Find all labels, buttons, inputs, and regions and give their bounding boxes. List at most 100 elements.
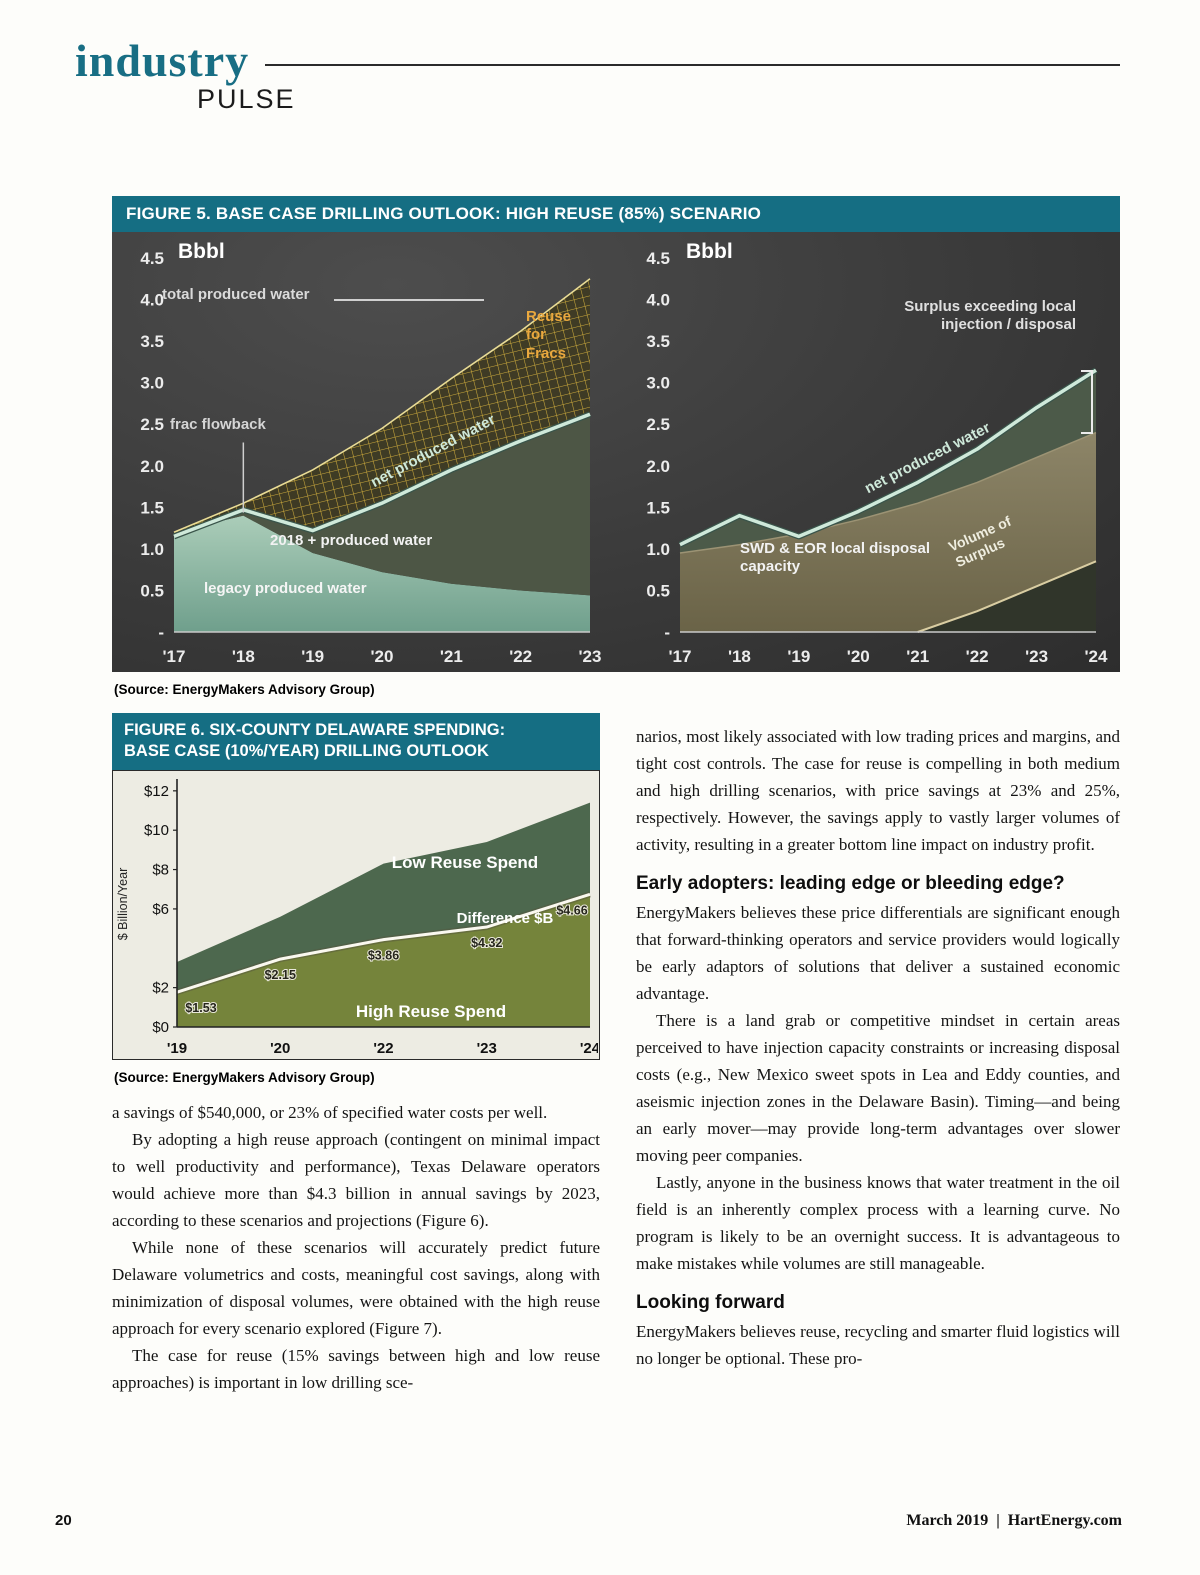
fig6-chart: $1.53 $2.15 $3.86 $4.32 $4.66 Low Reuse Spend…: [116, 778, 598, 1057]
svg-text:'23: '23: [579, 647, 602, 666]
masthead-subtitle: PULSE: [197, 84, 296, 114]
svg-text:'21: '21: [440, 647, 463, 666]
svg-text:1.0: 1.0: [140, 540, 164, 559]
anno-frac-flowback: frac flowback: [170, 416, 266, 433]
figure5: FIGURE 5. BASE CASE DRILLING OUTLOOK: HI…: [112, 196, 1120, 672]
svg-text:'17: '17: [669, 647, 692, 666]
svg-text:$2: $2: [152, 980, 169, 997]
svg-text:4.0: 4.0: [140, 291, 164, 310]
masthead-rule: [265, 64, 1120, 66]
figure6-source: (Source: EnergyMakers Advisory Group): [114, 1069, 375, 1085]
paragraph-right-1: narios, most likely associated with low …: [636, 727, 1120, 854]
total-produced-water-pointer-line: [334, 299, 484, 301]
fig5-right-chart: 4.5 4.0 3.5 3.0 2.5 2.0 1.5 1.0 0.5 - '17 '18 '19 '20…: [646, 249, 1108, 666]
svg-text:'17: '17: [163, 647, 186, 666]
svg-text:1.0: 1.0: [646, 540, 670, 559]
fig5-left-panel: 4.5 4.0 3.5 3.0 2.5 2.0 1.5 1.0 0.5 - '17 '18 '19 '20…: [122, 236, 604, 668]
svg-text:3.0: 3.0: [646, 374, 670, 393]
subheading-early-adopters: Early adopters: leading edge or bleeding…: [636, 873, 1065, 894]
svg-text:'22: '22: [509, 647, 532, 666]
svg-text:0.5: 0.5: [140, 581, 164, 600]
paragraph-left-4: The case for reuse (15% savings between …: [112, 1345, 600, 1392]
svg-text:2.5: 2.5: [646, 415, 670, 434]
fig5-right-panel: 4.5 4.0 3.5 3.0 2.5 2.0 1.5 1.0 0.5 - '17 '18 '19 '20…: [628, 236, 1110, 668]
fig5-left-chart: 4.5 4.0 3.5 3.0 2.5 2.0 1.5 1.0 0.5 - '17 '18 '19 '20…: [140, 249, 602, 666]
svg-text:'18: '18: [232, 647, 255, 666]
figure6-chart-area: $1.53 $2.15 $3.86 $4.32 $4.66 Low Reuse Spend…: [112, 769, 600, 1060]
svg-text:4.0: 4.0: [646, 291, 670, 310]
right-column: narios, most likely associated with low …: [636, 713, 1120, 1372]
svg-text:'20: '20: [270, 1040, 290, 1057]
svg-text:3.5: 3.5: [646, 332, 670, 351]
figure5-chart-area: 4.5 4.0 3.5 3.0 2.5 2.0 1.5 1.0 0.5 - '17 '18 '19 '20…: [112, 232, 1120, 672]
anno-swd-eor-capacity: SWD & EOR local disposal capacity: [740, 540, 931, 576]
masthead: industry PULSE: [75, 38, 1120, 115]
svg-text:'18: '18: [728, 647, 751, 666]
svg-text:Difference $B: Difference $B: [457, 910, 554, 927]
svg-text:'24: '24: [1085, 647, 1108, 666]
subheading-looking-forward: Looking forward: [636, 1292, 785, 1313]
svg-text:$2.15: $2.15: [265, 968, 296, 982]
anno-surplus-exceeding: Surplus exceeding local injection / disp…: [904, 298, 1076, 334]
figure6-title-line1: FIGURE 6. SIX-COUNTY DELAWARE SPENDING:: [124, 721, 506, 739]
svg-text:High Reuse Spend: High Reuse Spend: [356, 1002, 506, 1021]
svg-text:$4.32: $4.32: [471, 936, 502, 950]
svg-text:0.5: 0.5: [646, 581, 670, 600]
paragraph-left-2: By adopting a high reuse approach (conti…: [112, 1129, 600, 1230]
svg-text:2.5: 2.5: [140, 415, 164, 434]
paragraph-right-3: There is a land grab or competitive mind…: [636, 1011, 1120, 1165]
svg-text:'20: '20: [847, 647, 870, 666]
svg-text:$12: $12: [144, 783, 169, 800]
svg-text:3.0: 3.0: [140, 374, 164, 393]
svg-text:2.0: 2.0: [140, 457, 164, 476]
page-content: FIGURE 5. BASE CASE DRILLING OUTLOOK: HI…: [112, 196, 1120, 1396]
svg-text:$1.53: $1.53: [185, 1001, 216, 1015]
svg-text:'19: '19: [787, 647, 810, 666]
svg-text:-: -: [158, 623, 164, 642]
figure6: FIGURE 6. SIX-COUNTY DELAWARE SPENDING: …: [112, 713, 600, 1060]
svg-text:$ Billion/Year: $ Billion/Year: [116, 868, 130, 941]
svg-text:$0: $0: [152, 1019, 169, 1036]
anno-total-produced-water: total produced water: [162, 286, 310, 303]
svg-text:$6: $6: [152, 901, 169, 918]
figure6-title: FIGURE 6. SIX-COUNTY DELAWARE SPENDING: …: [112, 713, 600, 770]
footer-issue-and-site: March 2019 | HartEnergy.com: [906, 1512, 1122, 1529]
svg-text:$3.86: $3.86: [368, 948, 399, 962]
fig5-left-unit-label: Bbbl: [178, 240, 225, 263]
svg-text:$8: $8: [152, 861, 169, 878]
article-columns: FIGURE 6. SIX-COUNTY DELAWARE SPENDING: …: [112, 713, 1120, 1396]
svg-text:'21: '21: [906, 647, 929, 666]
paragraph-right-5: EnergyMakers believes reuse, recycling a…: [636, 1322, 1120, 1368]
anno-2018-produced-water: 2018 + produced water: [270, 532, 433, 549]
surplus-bracket: [1081, 370, 1093, 434]
figure6-title-line2: BASE CASE (10%/YEAR) DRILLING OUTLOOK: [124, 742, 489, 761]
page-number: 20: [55, 1512, 72, 1529]
svg-text:$10: $10: [144, 822, 169, 839]
fig5-right-unit-label: Bbbl: [686, 240, 733, 263]
page-footer: 20 March 2019 | HartEnergy.com: [55, 1512, 1122, 1530]
svg-text:1.5: 1.5: [646, 498, 670, 517]
svg-text:'24: '24: [580, 1040, 598, 1057]
anno-legacy-produced-water: legacy produced water: [204, 580, 367, 597]
svg-text:'23: '23: [477, 1040, 497, 1057]
svg-text:'19: '19: [167, 1040, 187, 1057]
svg-text:-: -: [664, 623, 670, 642]
svg-text:1.5: 1.5: [140, 498, 164, 517]
svg-text:2.0: 2.0: [646, 457, 670, 476]
svg-text:'22: '22: [373, 1040, 393, 1057]
svg-text:3.5: 3.5: [140, 332, 164, 351]
svg-text:4.5: 4.5: [140, 249, 164, 268]
svg-text:'23: '23: [1025, 647, 1048, 666]
paragraph-left-1: a savings of $540,000, or 23% of specifi…: [112, 1102, 548, 1122]
svg-text:'20: '20: [371, 647, 394, 666]
figure5-title: FIGURE 5. BASE CASE DRILLING OUTLOOK: HI…: [112, 196, 1120, 232]
left-column: FIGURE 6. SIX-COUNTY DELAWARE SPENDING: …: [112, 713, 600, 1396]
svg-text:'22: '22: [966, 647, 989, 666]
svg-text:Low Reuse Spend: Low Reuse Spend: [392, 853, 538, 872]
paragraph-right-2: EnergyMakers believes these price differ…: [636, 903, 1120, 1003]
figure5-source: (Source: EnergyMakers Advisory Group): [114, 682, 375, 697]
paragraph-right-4: Lastly, anyone in the business knows tha…: [636, 1173, 1120, 1273]
anno-reuse-for-fracs: Reuse for Fracs: [526, 308, 572, 362]
masthead-title: industry: [75, 35, 250, 86]
